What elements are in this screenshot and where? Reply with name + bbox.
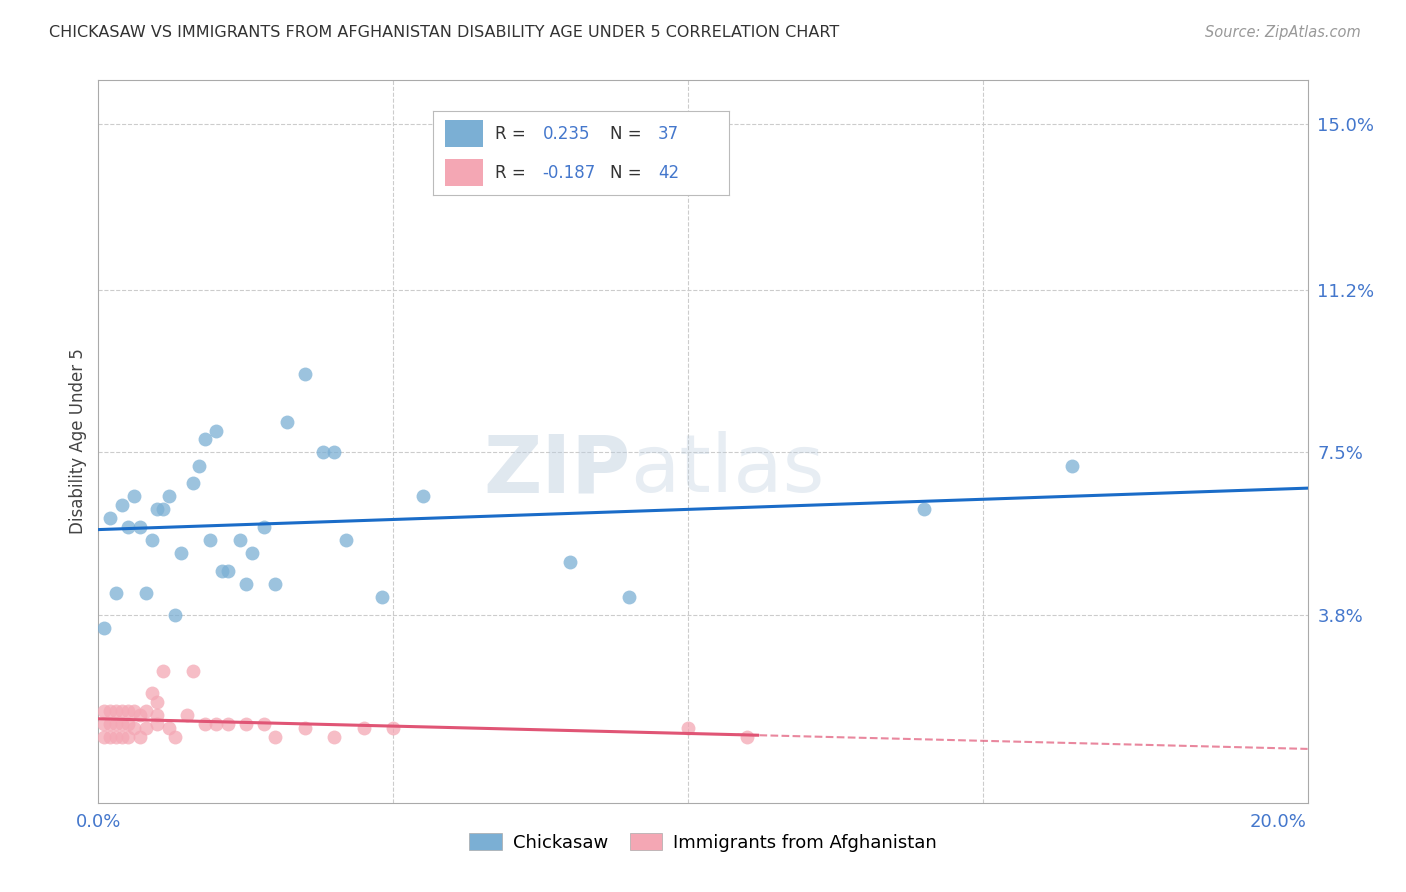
Legend: Chickasaw, Immigrants from Afghanistan: Chickasaw, Immigrants from Afghanistan [463, 826, 943, 859]
Point [141, 686, 163, 700]
Point [93, 717, 115, 731]
Text: ZIP: ZIP [484, 432, 630, 509]
Point [117, 730, 139, 744]
Point [117, 704, 139, 718]
Text: -0.187: -0.187 [543, 163, 596, 182]
Point [294, 722, 316, 736]
Point [105, 717, 128, 731]
Point [240, 546, 263, 560]
Point [205, 717, 228, 731]
Point [111, 704, 134, 718]
Point [98, 704, 121, 718]
Point [170, 546, 193, 560]
Point [211, 564, 233, 578]
Point [560, 555, 582, 569]
Text: Source: ZipAtlas.com: Source: ZipAtlas.com [1205, 25, 1361, 40]
Point [412, 489, 434, 503]
Text: 42: 42 [658, 163, 679, 182]
Point [205, 424, 228, 438]
Point [122, 722, 145, 736]
Point [93, 730, 115, 744]
Point [1060, 458, 1083, 473]
Point [264, 730, 287, 744]
Point [152, 665, 174, 679]
Point [194, 717, 217, 731]
Point [912, 502, 935, 516]
Point [276, 415, 298, 429]
Point [200, 533, 222, 547]
Point [146, 502, 169, 516]
Point [93, 704, 115, 718]
Point [217, 717, 239, 731]
Point [105, 585, 128, 599]
Point [294, 367, 316, 381]
Text: 0.235: 0.235 [543, 125, 591, 143]
Point [135, 722, 157, 736]
Point [323, 445, 346, 459]
Y-axis label: Disability Age Under 5: Disability Age Under 5 [69, 349, 87, 534]
Point [111, 730, 134, 744]
Point [264, 577, 287, 591]
Point [678, 722, 700, 736]
Point [105, 730, 128, 744]
Point [323, 730, 346, 744]
Point [252, 717, 274, 731]
Point [229, 533, 252, 547]
Point [194, 433, 217, 447]
Point [157, 722, 180, 736]
Point [146, 708, 169, 723]
Point [181, 476, 204, 491]
Text: R =: R = [495, 125, 531, 143]
Point [735, 730, 758, 744]
Point [235, 717, 257, 731]
Point [117, 717, 139, 731]
Text: N =: N = [610, 163, 647, 182]
Bar [444, 159, 484, 186]
Point [98, 717, 121, 731]
Text: CHICKASAW VS IMMIGRANTS FROM AFGHANISTAN DISABILITY AGE UNDER 5 CORRELATION CHAR: CHICKASAW VS IMMIGRANTS FROM AFGHANISTAN… [49, 25, 839, 40]
Text: atlas: atlas [630, 432, 825, 509]
Point [353, 722, 375, 736]
Point [370, 590, 392, 604]
Point [128, 520, 150, 534]
Point [335, 533, 357, 547]
Point [187, 458, 209, 473]
Point [152, 502, 174, 516]
Point [122, 704, 145, 718]
Point [135, 704, 157, 718]
Point [98, 730, 121, 744]
Point [252, 520, 274, 534]
Point [105, 704, 128, 718]
Point [311, 445, 333, 459]
Point [111, 717, 134, 731]
Point [122, 489, 145, 503]
Point [117, 520, 139, 534]
Bar [444, 120, 484, 147]
Point [111, 498, 134, 512]
Point [157, 489, 180, 503]
Point [235, 577, 257, 591]
Point [619, 590, 641, 604]
Point [176, 708, 198, 723]
Text: N =: N = [610, 125, 647, 143]
Point [181, 665, 204, 679]
Point [135, 585, 157, 599]
Point [98, 511, 121, 525]
Point [382, 722, 405, 736]
Point [146, 695, 169, 709]
Point [165, 607, 187, 622]
Point [141, 533, 163, 547]
Point [128, 730, 150, 744]
Point [128, 708, 150, 723]
Point [165, 730, 187, 744]
Text: R =: R = [495, 163, 531, 182]
Point [93, 621, 115, 635]
Text: 37: 37 [658, 125, 679, 143]
Point [217, 564, 239, 578]
Point [146, 717, 169, 731]
